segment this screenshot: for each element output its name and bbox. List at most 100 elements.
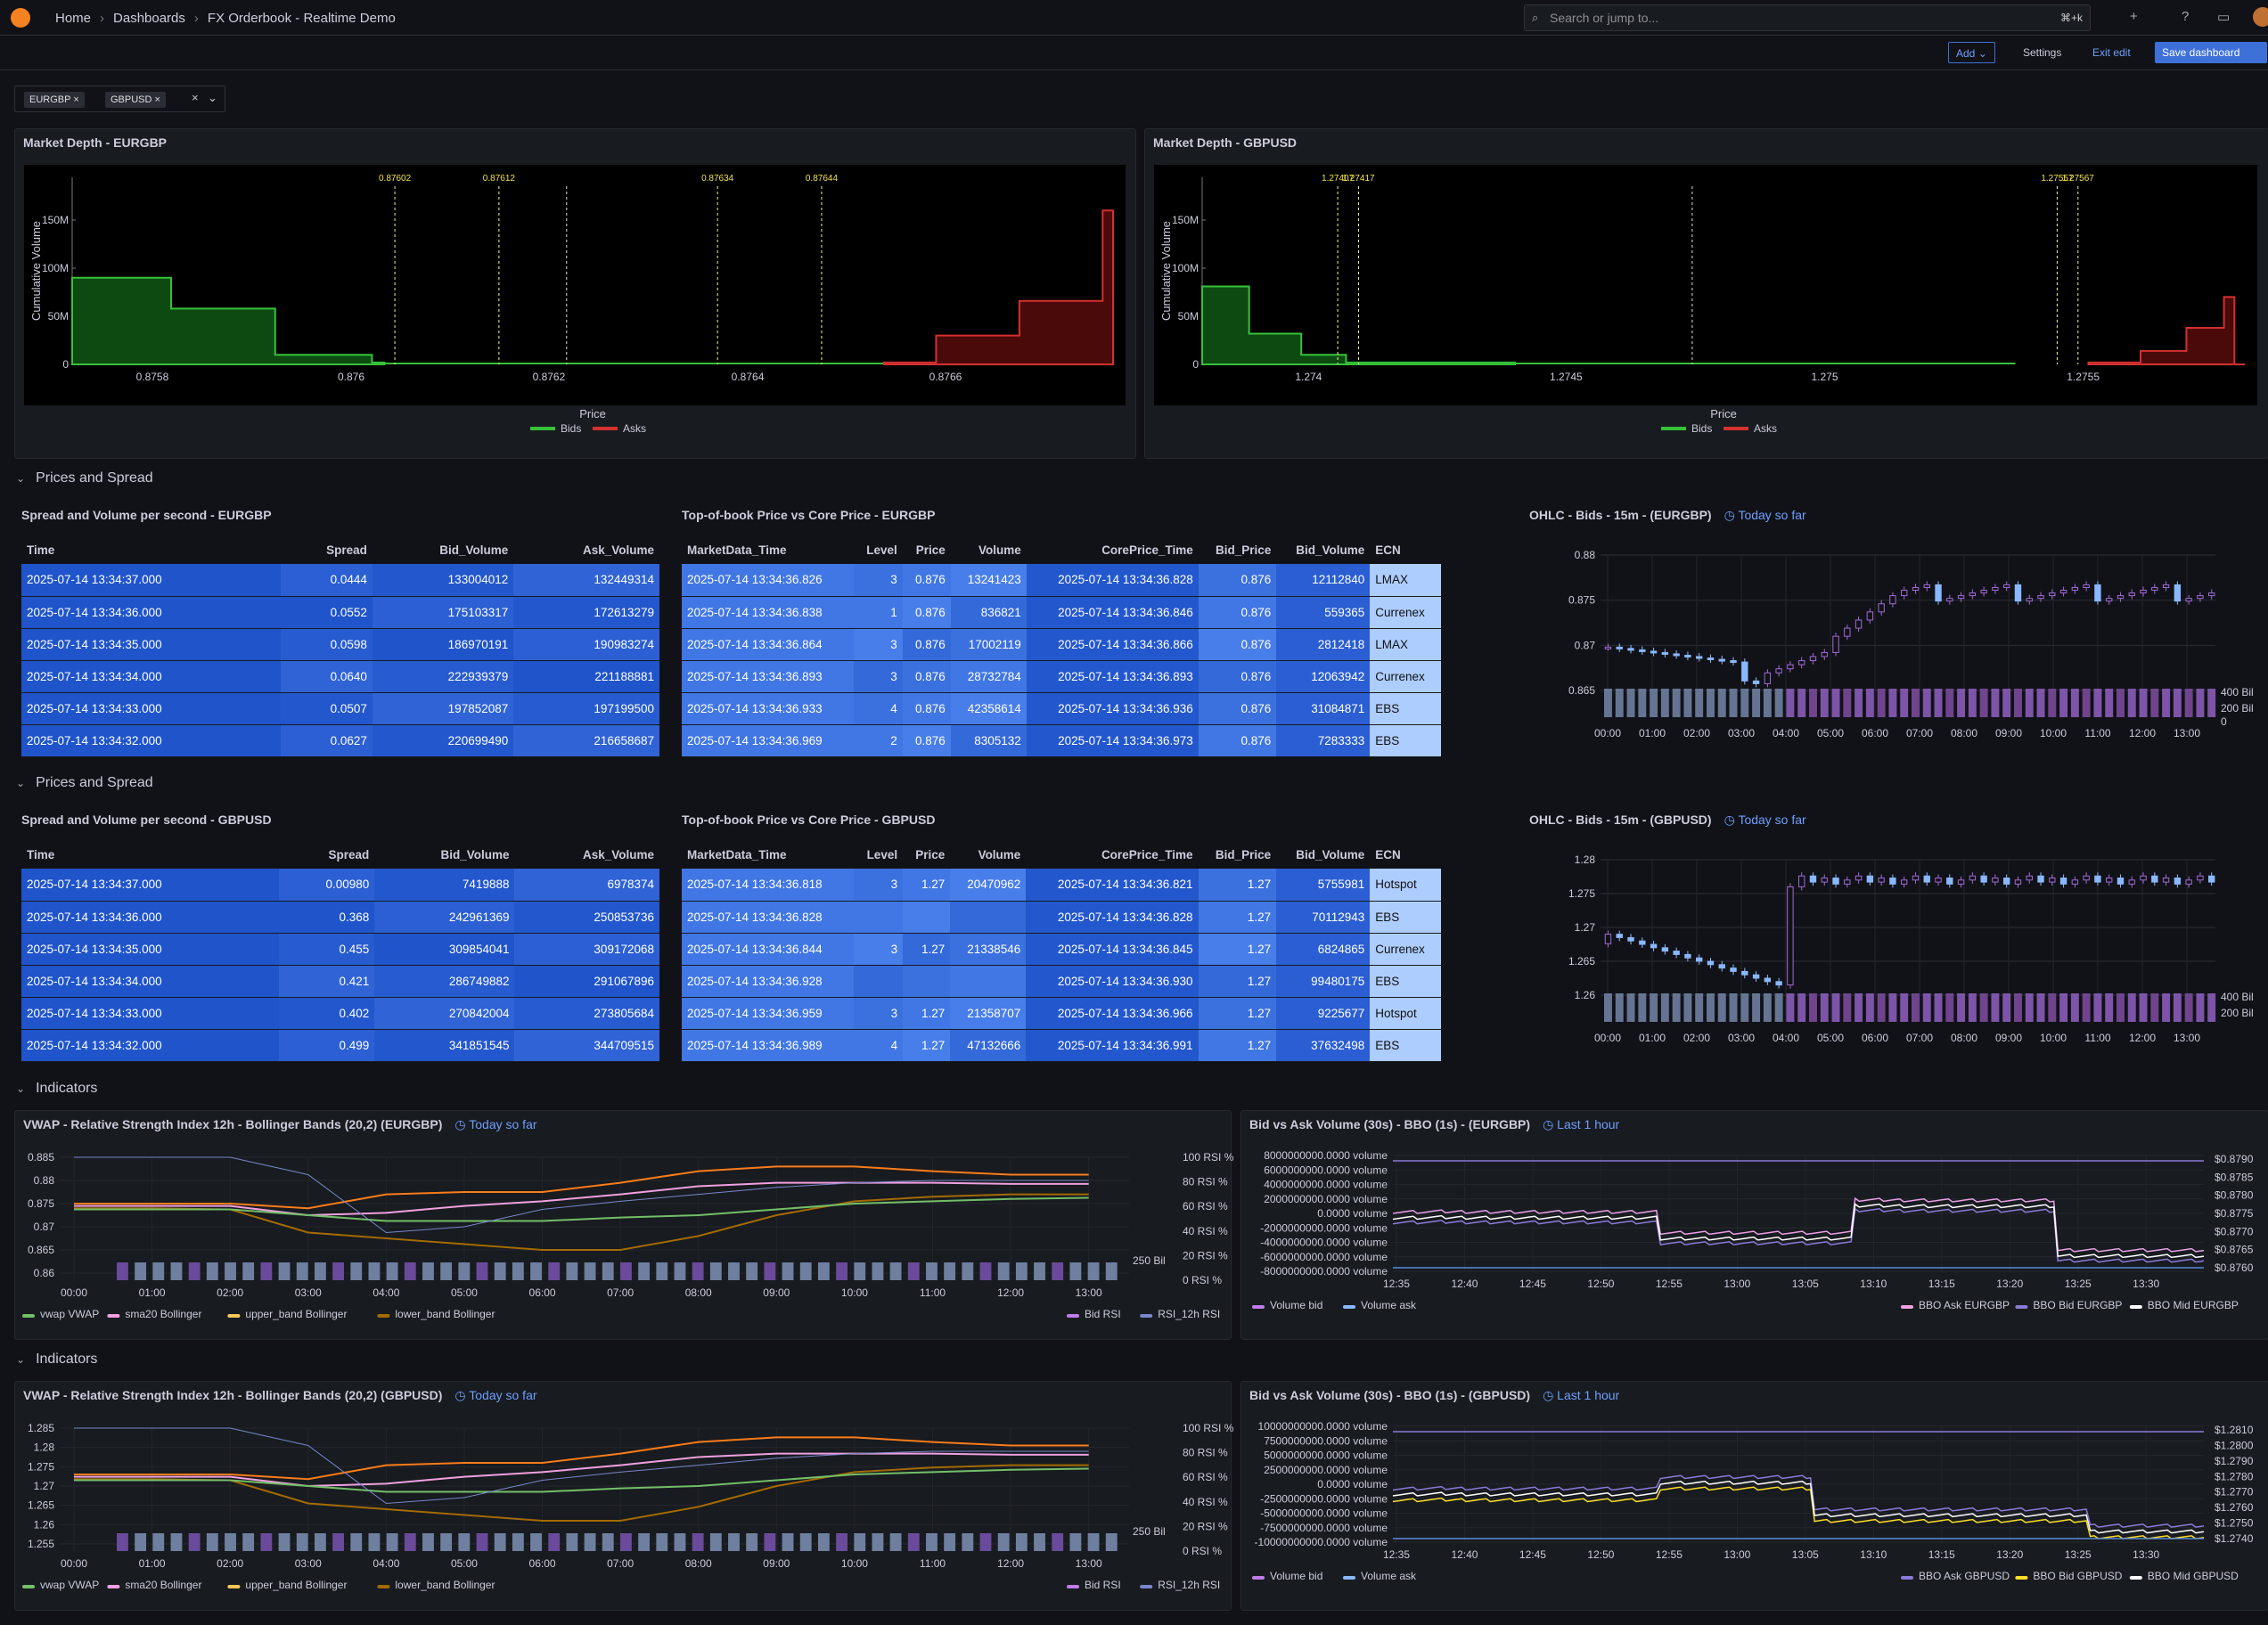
- table-cell: 291067896: [514, 965, 659, 998]
- breadcrumb-dashboards[interactable]: Dashboards: [113, 11, 185, 26]
- candle-body: [2128, 879, 2135, 885]
- vwap-panel-eurgbp[interactable]: VWAP - Relative Strength Index 12h - Bol…: [14, 1110, 1234, 1340]
- settings-button[interactable]: Settings: [2023, 46, 2062, 59]
- clear-icon[interactable]: ×: [192, 91, 199, 104]
- column-header[interactable]: Volume: [978, 847, 1021, 861]
- volume-bar: [709, 1533, 722, 1551]
- breadcrumb-home[interactable]: Home: [55, 11, 92, 26]
- volume-tick-label: 250 Bil: [1133, 1254, 1166, 1267]
- plus-icon[interactable]: +: [2130, 9, 2138, 24]
- x-tick-label: 05:00: [451, 1557, 478, 1570]
- candle-body: [2140, 590, 2147, 594]
- price-tick-label: $1.2810: [2215, 1424, 2254, 1436]
- volume-bar: [1957, 689, 1966, 717]
- column-header[interactable]: Bid_Volume: [1296, 847, 1365, 861]
- column-header[interactable]: Price: [915, 543, 946, 557]
- bbo-panel-eurgbp[interactable]: Bid vs Ask Volume (30s) - BBO (1s) - (EU…: [1240, 1110, 2268, 1340]
- volume-bar: [512, 1262, 524, 1280]
- legend-label: upper_band Bollinger: [245, 1579, 347, 1591]
- table-cell: 2025-07-14 13:34:36.893: [1026, 660, 1199, 693]
- column-header[interactable]: Spread: [328, 847, 370, 861]
- table-cell: EBS: [1370, 965, 1441, 998]
- bbo-panel-gbpusd[interactable]: Bid vs Ask Volume (30s) - BBO (1s) - (GB…: [1240, 1381, 2268, 1611]
- vwap-panel-gbpusd[interactable]: VWAP - Relative Strength Index 12h - Bol…: [14, 1381, 1234, 1611]
- volume-bar: [2105, 993, 2114, 1022]
- news-icon[interactable]: ▭: [2217, 10, 2231, 25]
- column-header[interactable]: Price: [915, 847, 946, 861]
- save-dashboard-button[interactable]: Save dashboard: [2155, 42, 2267, 63]
- close-icon[interactable]: ×: [73, 94, 79, 105]
- volume-bar: [2059, 689, 2068, 717]
- column-header[interactable]: Spread: [326, 543, 367, 557]
- y-tick-label: 0.87: [34, 1221, 55, 1233]
- table-cell: 175103317: [372, 596, 514, 629]
- column-header[interactable]: CorePrice_Time: [1101, 543, 1193, 557]
- column-header[interactable]: Bid_Price: [1216, 543, 1272, 557]
- column-header[interactable]: MarketData_Time: [687, 543, 787, 557]
- column-header[interactable]: Time: [27, 847, 55, 861]
- column-header[interactable]: ECN: [1375, 847, 1401, 861]
- column-header[interactable]: MarketData_Time: [687, 847, 787, 861]
- row-prices-and-spread[interactable]: ⌄ Prices and Spread: [16, 775, 153, 791]
- row-indicators[interactable]: ⌄ Indicators: [16, 1351, 97, 1368]
- volume-bar: [1843, 689, 1852, 717]
- column-header[interactable]: Ask_Volume: [582, 543, 654, 557]
- volume-bar: [2117, 993, 2125, 1022]
- market-depth-gbpusd-panel[interactable]: Market Depth - GBPUSD Cumulative Volume 0…: [1144, 128, 2268, 459]
- column-header[interactable]: Level: [866, 543, 897, 557]
- add-button[interactable]: Add ⌄: [1948, 42, 1995, 63]
- column-header[interactable]: Bid_Volume: [440, 847, 510, 861]
- exit-edit-button[interactable]: Exit edit: [2092, 46, 2131, 59]
- row-indicators[interactable]: ⌄ Indicators: [16, 1081, 97, 1097]
- chevron-right-icon: ›: [100, 11, 105, 26]
- search-input[interactable]: ⌕ Search or jump to... ⌘+k: [1524, 4, 2091, 31]
- instrument-variable-select[interactable]: EURGBP × GBPUSD × × ⌄: [14, 86, 225, 112]
- column-header[interactable]: Bid_Price: [1215, 847, 1272, 861]
- avatar[interactable]: [2253, 7, 2268, 27]
- volume-bar: [1945, 993, 1954, 1022]
- row-prices-and-spread[interactable]: ⌄ Prices and Spread: [16, 470, 153, 486]
- price-marker-label: 0.87612: [483, 174, 516, 184]
- help-icon[interactable]: ?: [2182, 9, 2190, 24]
- table-cell: 2025-07-14 13:34:32.000: [21, 1029, 279, 1062]
- price-tick-label: $0.8785: [2215, 1171, 2254, 1183]
- column-header[interactable]: Volume: [978, 543, 1021, 557]
- volume-bar: [1672, 993, 1681, 1022]
- variable-chip[interactable]: EURGBP ×: [24, 92, 85, 108]
- volume-bar: [2184, 689, 2193, 717]
- candle-body: [1616, 934, 1623, 938]
- chevron-down-icon[interactable]: ⌄: [208, 91, 217, 104]
- candle-body: [1741, 970, 1748, 976]
- column-header[interactable]: Time: [27, 543, 55, 557]
- market-depth-eurgbp-panel[interactable]: Market Depth - EURGBP Cumulative Volume 0…: [14, 128, 1136, 459]
- column-header[interactable]: ECN: [1375, 543, 1401, 557]
- table-row: 2025-07-14 13:34:37.000 0.00980 7419888 697…: [21, 869, 659, 902]
- panel-title: OHLC - Bids - 15m - (EURGBP) ◷ Today so f…: [1529, 508, 1806, 523]
- ohlc-chart-gbpusd: 1.26 1.265 1.27 1.275 1.28 200 Bil 400 Bil 00:0…: [1568, 853, 2254, 1044]
- volume-bar: [1695, 993, 1704, 1022]
- volume-bar: [836, 1533, 847, 1551]
- table-cell: 2025-07-14 13:34:33.000: [21, 997, 279, 1030]
- column-header[interactable]: Level: [866, 847, 898, 861]
- candle-body: [2106, 598, 2113, 602]
- volume-bar: [1865, 689, 1874, 717]
- table-cell: Hotspot: [1370, 869, 1441, 902]
- legend-asks-swatch: [593, 427, 618, 430]
- y-tick-label: 1.275: [1568, 887, 1595, 900]
- column-header[interactable]: Ask_Volume: [582, 847, 654, 861]
- panel-title: OHLC - Bids - 15m - (GBPUSD) ◷ Today so f…: [1529, 812, 1806, 828]
- x-tick-label: 13:30: [2133, 1278, 2159, 1290]
- volume-bar: [1968, 993, 1977, 1022]
- volume-bar: [1672, 689, 1681, 717]
- grafana-logo-icon[interactable]: [11, 8, 30, 28]
- column-header[interactable]: Bid_Volume: [439, 543, 509, 557]
- volume-bar: [2070, 993, 2079, 1022]
- close-icon[interactable]: ×: [154, 94, 160, 105]
- column-header[interactable]: Bid_Volume: [1296, 543, 1365, 557]
- y-tick-label: 0.88: [1575, 549, 1596, 561]
- y-tick-label: 1.26: [1575, 989, 1596, 1001]
- volume-bar: [260, 1262, 273, 1280]
- candle-body: [1673, 653, 1680, 657]
- column-header[interactable]: CorePrice_Time: [1101, 847, 1193, 861]
- variable-chip[interactable]: GBPUSD ×: [105, 92, 166, 108]
